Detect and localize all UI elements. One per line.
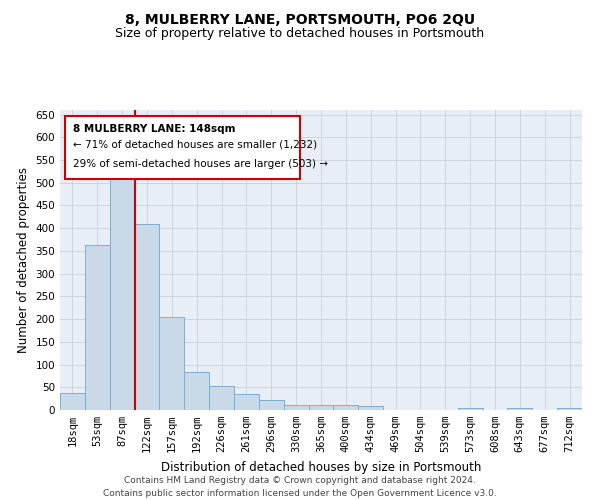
FancyBboxPatch shape (65, 116, 300, 179)
Bar (358, 406, 383, 410)
Text: 29% of semi-detached houses are larger (503) →: 29% of semi-detached houses are larger (… (73, 159, 328, 169)
Bar (60, 392, 85, 410)
Text: ← 71% of detached houses are smaller (1,232): ← 71% of detached houses are smaller (1,… (73, 140, 317, 150)
Text: 8, MULBERRY LANE, PORTSMOUTH, PO6 2QU: 8, MULBERRY LANE, PORTSMOUTH, PO6 2QU (125, 12, 475, 26)
Text: Size of property relative to detached houses in Portsmouth: Size of property relative to detached ho… (115, 28, 485, 40)
Bar (160, 317, 184, 410)
Bar (234, 394, 259, 410)
Bar (557, 408, 582, 410)
Bar (184, 372, 209, 410)
Bar (508, 408, 532, 410)
Bar (308, 406, 334, 410)
Bar (209, 386, 234, 410)
Bar (134, 224, 160, 410)
Bar (110, 176, 134, 410)
Bar (259, 400, 284, 410)
Bar (458, 408, 482, 410)
Bar (284, 405, 308, 410)
Text: 8 MULBERRY LANE: 148sqm: 8 MULBERRY LANE: 148sqm (73, 124, 236, 134)
Text: Contains HM Land Registry data © Crown copyright and database right 2024.
Contai: Contains HM Land Registry data © Crown c… (103, 476, 497, 498)
Bar (334, 406, 358, 410)
X-axis label: Distribution of detached houses by size in Portsmouth: Distribution of detached houses by size … (161, 460, 481, 473)
Y-axis label: Number of detached properties: Number of detached properties (17, 167, 30, 353)
Bar (85, 245, 110, 410)
